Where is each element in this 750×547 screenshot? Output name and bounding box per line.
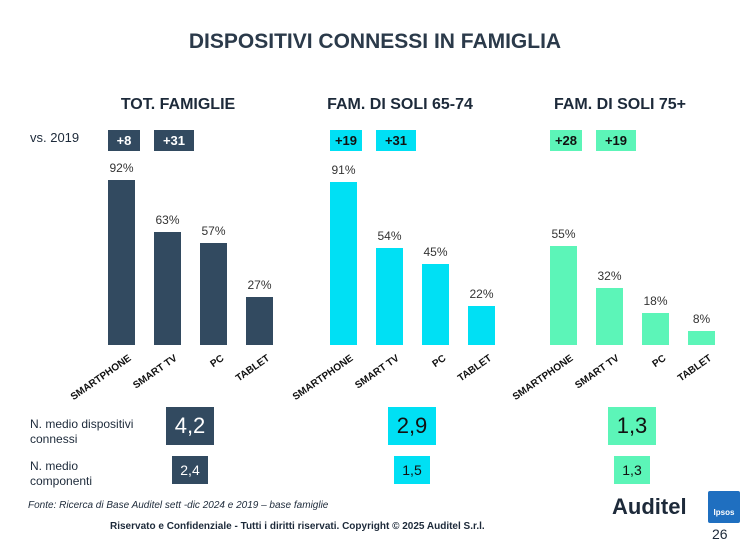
data-label: 57% bbox=[201, 223, 226, 238]
bar bbox=[246, 296, 273, 345]
avg-devices-value: 2,9 bbox=[388, 407, 436, 445]
category-label: SMART TV bbox=[573, 353, 622, 392]
data-label: 32% bbox=[597, 268, 622, 283]
data-label: 63% bbox=[155, 213, 180, 227]
category-label: SMART TV bbox=[353, 353, 402, 392]
category-label: TABLET bbox=[233, 353, 272, 385]
category-label: SMARTPHONE bbox=[69, 353, 134, 403]
change-badge: +8 bbox=[108, 130, 140, 151]
bar bbox=[422, 264, 449, 345]
category-label: SMARTPHONE bbox=[291, 353, 356, 403]
group-title: FAM. DI SOLI 65-74 bbox=[327, 96, 473, 113]
category-label: TABLET bbox=[675, 353, 714, 385]
category-label: SMARTPHONE bbox=[511, 353, 576, 403]
bar bbox=[688, 330, 715, 345]
data-label: 22% bbox=[469, 286, 494, 301]
bar bbox=[550, 246, 577, 345]
avg-members-value: 2,4 bbox=[172, 456, 208, 484]
avg-members-value: 1,3 bbox=[614, 456, 650, 484]
bar bbox=[154, 232, 181, 345]
bar bbox=[468, 305, 495, 345]
category-label: PC bbox=[650, 353, 668, 370]
group-title: FAM. DI SOLI 75+ bbox=[553, 96, 687, 113]
bar bbox=[108, 180, 135, 345]
change-badge: +19 bbox=[596, 130, 636, 151]
category-label: SMART TV bbox=[131, 353, 180, 392]
avg-devices-value: 4,2 bbox=[166, 407, 214, 445]
avg-devices-value: 1,3 bbox=[608, 407, 656, 445]
vs-2019-label: vs. 2019 bbox=[30, 130, 80, 145]
group-title: TOT. FAMIGLIE bbox=[120, 96, 236, 113]
page-number: 26 bbox=[712, 526, 728, 542]
change-badge: +19 bbox=[330, 130, 362, 151]
data-label: 18% bbox=[643, 293, 668, 308]
change-badge: +28 bbox=[550, 130, 582, 151]
change-badge: +31 bbox=[376, 130, 416, 151]
category-label: PC bbox=[430, 353, 448, 370]
avg-devices-label: N. medio dispositivi connessi bbox=[30, 417, 134, 446]
avg-members-value: 1,5 bbox=[394, 456, 430, 484]
data-label: 91% bbox=[331, 162, 356, 177]
bar bbox=[330, 181, 357, 345]
bar bbox=[642, 312, 669, 345]
data-label: 8% bbox=[692, 311, 711, 326]
data-label: 92% bbox=[109, 161, 134, 175]
data-label: 27% bbox=[247, 277, 272, 292]
bar bbox=[376, 248, 403, 345]
data-label: 55% bbox=[551, 227, 576, 242]
bar bbox=[200, 242, 227, 345]
bar bbox=[596, 287, 623, 345]
ipsos-logo: Ipsos bbox=[708, 491, 740, 523]
auditel-logo: Auditel bbox=[612, 494, 687, 519]
category-label: TABLET bbox=[455, 353, 494, 385]
category-label: PC bbox=[208, 353, 226, 370]
data-label: 45% bbox=[423, 245, 448, 260]
data-label: 54% bbox=[377, 229, 402, 244]
page-title: DISPOSITIVI CONNESSI IN FAMIGLIA bbox=[188, 30, 562, 53]
avg-members-label: N. medio componenti bbox=[30, 459, 93, 488]
change-badge: +31 bbox=[154, 130, 194, 151]
copyright-notice: Riservato e Confidenziale - Tutti i diri… bbox=[110, 521, 485, 532]
source-note: Fonte: Ricerca di Base Auditel sett -dic… bbox=[28, 500, 329, 511]
